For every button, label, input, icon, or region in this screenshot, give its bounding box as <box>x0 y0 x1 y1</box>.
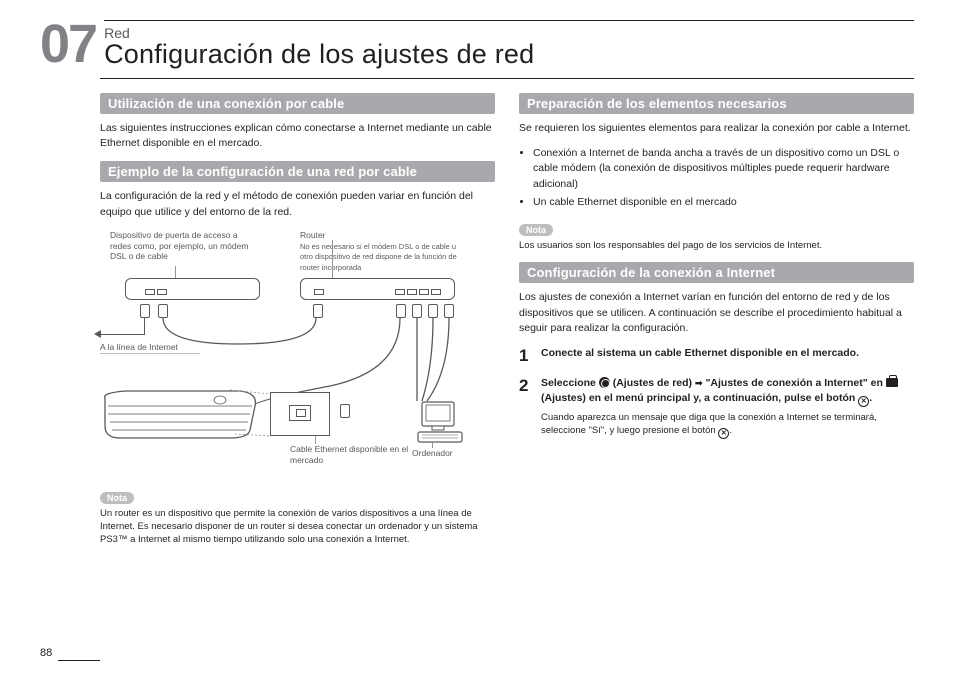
list-item: Un cable Ethernet disponible en el merca… <box>533 195 914 210</box>
text-cable-example: La configuración de la red y el método d… <box>100 189 495 219</box>
nota-text-left: Un router es un dispositivo que permite … <box>100 507 495 547</box>
x-button-icon: ✕ <box>718 428 729 439</box>
page-number: 88 <box>40 647 52 659</box>
step-text: Seleccione (Ajustes de red) ➡ "Ajustes d… <box>541 376 914 407</box>
step2-end: . <box>869 392 872 404</box>
computer-icon <box>410 400 470 452</box>
arrow-icon: ➡ <box>695 378 703 388</box>
router-device-icon <box>300 278 455 300</box>
text-internet-config: Los ajustes de conexión a Internet varía… <box>519 290 914 336</box>
nota-text-right: Los usuarios son los responsables del pa… <box>519 239 914 252</box>
step-2-sub: Cuando aparezca un mensaje que diga que … <box>541 411 914 439</box>
heading-preparation: Preparación de los elementos necesarios <box>519 93 914 114</box>
step2-net: (Ajustes de red) <box>613 377 695 389</box>
anno-router-title: Router <box>300 230 326 240</box>
main-title: Configuración de los ajustes de red <box>104 39 914 70</box>
settings-icon <box>886 378 898 387</box>
anno-gateway: Dispositivo de puerta de acceso a redes … <box>110 230 260 262</box>
page-number-line <box>58 660 100 661</box>
anno-router: Router No es necesario si el módem DSL o… <box>300 230 470 273</box>
modem-device-icon <box>125 278 260 300</box>
cable-router-pc-icon <box>412 316 452 406</box>
step2-pre: Seleccione <box>541 377 599 389</box>
chapter-number: 07 <box>40 20 96 69</box>
anno-ethernet-cable: Cable Ethernet disponible en el mercado <box>290 444 410 465</box>
text-preparation: Se requieren los siguientes elementos pa… <box>519 121 914 136</box>
step2-sub-text: Cuando aparezca un mensaje que diga que … <box>541 412 877 436</box>
right-column: Preparación de los elementos necesarios … <box>519 93 914 557</box>
anno-computer: Ordenador <box>412 448 453 459</box>
text-cable-intro: Las siguientes instrucciones explican có… <box>100 121 495 151</box>
nota-label-left: Nota <box>100 492 134 504</box>
step-1: 1 Conecte al sistema un cable Ethernet d… <box>519 346 914 366</box>
network-diagram: Dispositivo de puerta de acceso a redes … <box>100 230 495 478</box>
list-item: Conexión a Internet de banda ancha a tra… <box>533 146 914 192</box>
anno-router-sub: No es necesario si el módem DSL o de cab… <box>300 242 457 272</box>
heading-cable-example: Ejemplo de la configuración de una red p… <box>100 161 495 182</box>
step-2: 2 Seleccione (Ajustes de red) ➡ "Ajustes… <box>519 376 914 407</box>
left-column: Utilización de una conexión por cable La… <box>100 93 495 557</box>
step2-mid1: "Ajustes de conexión a Internet" en <box>705 377 885 389</box>
heading-internet-config: Configuración de la conexión a Internet <box>519 262 914 283</box>
nota-label-right: Nota <box>519 224 553 236</box>
x-button-icon: ✕ <box>858 396 869 407</box>
step-number: 1 <box>519 346 533 366</box>
step-text: Conecte al sistema un cable Ethernet dis… <box>541 346 914 361</box>
heading-cable-use: Utilización de una conexión por cable <box>100 93 495 114</box>
network-settings-icon <box>599 377 610 388</box>
step2-mid2: (Ajustes) en el menú principal y, a cont… <box>541 392 858 404</box>
ps3-port-closeup-icon <box>270 392 330 436</box>
requirements-list: Conexión a Internet de banda ancha a tra… <box>519 146 914 210</box>
step-number: 2 <box>519 376 533 396</box>
